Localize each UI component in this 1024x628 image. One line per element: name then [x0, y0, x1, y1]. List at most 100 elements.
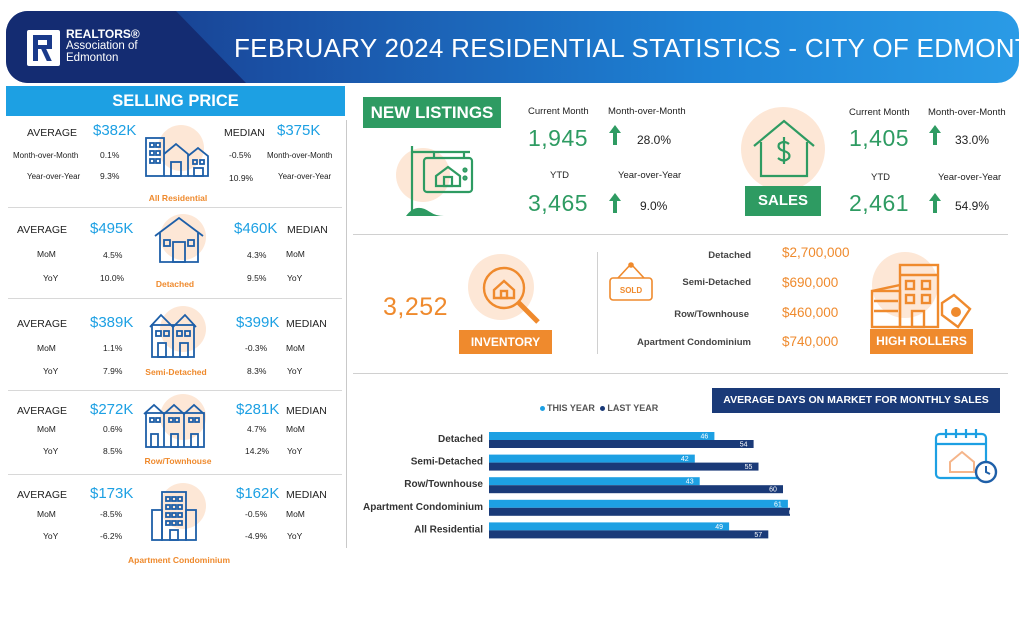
calendar-house-icon	[934, 429, 998, 484]
bar-value-label: 43	[686, 479, 694, 486]
all-average-label: AVERAGE	[27, 127, 77, 139]
legend-this-year: THIS YEAR	[547, 403, 595, 413]
apt-med-mom-label: MoM	[286, 509, 305, 519]
divider	[8, 298, 342, 299]
row-avg-yoy: 8.5%	[103, 446, 123, 456]
building-price-tag-icon	[870, 263, 972, 329]
all-average-price: $382K	[93, 122, 137, 139]
row-med-yoy: 14.2%	[245, 446, 270, 456]
semi-med-yoy-label: YoY	[287, 366, 303, 376]
nl-mom-value: 28.0%	[637, 133, 672, 147]
hr-value-apartment: $740,000	[782, 334, 839, 349]
sales-mom-value: 33.0%	[955, 133, 990, 147]
all-yoy-label: Year-over-Year	[27, 172, 81, 181]
houses-icon	[145, 137, 209, 177]
hr-label-detached: Detached	[708, 250, 751, 261]
row-mom-label: MoM	[37, 424, 56, 434]
bar-last-year	[489, 462, 759, 471]
up-arrow-icon	[929, 193, 941, 213]
row-yoy-label: YoY	[43, 446, 59, 456]
all-avg-yoy: 9.3%	[100, 171, 120, 181]
logo-line2: Association of	[66, 40, 138, 52]
apartment-icon	[151, 491, 197, 541]
apt-category-label: Apartment Condominium	[128, 555, 230, 565]
nl-yoy-value: 9.0%	[640, 199, 668, 213]
logo-line1: REALTORS®	[66, 27, 140, 41]
legend-dot-last-year	[600, 406, 606, 412]
bar-this-year	[489, 454, 695, 463]
nl-ytd-value: 3,465	[528, 190, 589, 216]
bar-value-label: 60	[769, 487, 777, 494]
semi-med-mom-label: MoM	[286, 343, 305, 353]
sold-sign-text: SOLD	[620, 286, 642, 295]
all-median-price: $375K	[277, 122, 321, 139]
category-label: Semi-Detached	[411, 457, 483, 468]
new-listings-banner: NEW LISTINGS	[363, 97, 501, 128]
semi-category-label: Semi-Detached	[145, 367, 207, 377]
semi-avg-mom: 1.1%	[103, 343, 123, 353]
page-title: FEBRUARY 2024 RESIDENTIAL STATISTICS - C…	[234, 33, 1019, 63]
sales-yoy-label: Year-over-Year	[938, 172, 1002, 183]
nl-current-month-value: 1,945	[528, 125, 589, 151]
semi-med-mom: -0.3%	[245, 343, 268, 353]
nl-mom-label: Month-over-Month	[608, 106, 686, 117]
chart-title: AVERAGE DAYS ON MARKET FOR MONTHLY SALES	[712, 388, 1000, 413]
detached-average-label: AVERAGE	[17, 224, 67, 236]
hr-value-row: $460,000	[782, 305, 839, 320]
section-divider	[353, 234, 1008, 235]
townhouse-icon	[143, 403, 205, 448]
section-divider	[353, 373, 1008, 374]
apt-median-price: $162K	[236, 485, 280, 502]
apt-average-price: $173K	[90, 485, 134, 502]
detached-med-yoy: 9.5%	[247, 273, 267, 283]
divider	[8, 390, 342, 391]
semi-yoy-label: YoY	[43, 366, 59, 376]
sold-sign-icon: SOLD	[609, 262, 653, 301]
hr-label-apartment: Apartment Condominium	[637, 337, 751, 348]
category-label: Row/Townhouse	[404, 479, 483, 490]
vertical-divider	[597, 252, 598, 354]
sales-ytd-value: 2,461	[849, 190, 910, 216]
apt-mom-label: MoM	[37, 509, 56, 519]
all-med-mom-label: Month-over-Month	[267, 151, 333, 160]
house-icon	[154, 216, 204, 263]
detached-avg-yoy: 10.0%	[100, 273, 125, 283]
bar-value-label: 55	[745, 464, 753, 471]
sales-ytd-label: YTD	[871, 172, 890, 183]
row-med-mom-label: MoM	[286, 424, 305, 434]
all-med-mom: -0.5%	[229, 150, 252, 160]
semi-icon-circle	[160, 306, 206, 352]
semi-detached-icon	[149, 313, 197, 358]
bar-value-label: 57	[754, 532, 762, 539]
all-median-label: MEDIAN	[224, 127, 265, 139]
row-icon-circle	[160, 394, 206, 440]
detached-med-mom-label: MoM	[286, 249, 305, 259]
all-med-yoy: 10.9%	[229, 173, 254, 183]
logo-text: REALTORS® Association of Edmonton	[66, 28, 140, 64]
inventory-banner: INVENTORY	[459, 330, 552, 354]
detached-mom-label: MoM	[37, 249, 56, 259]
up-arrow-icon	[609, 125, 621, 145]
legend-last-year: LAST YEAR	[607, 403, 659, 413]
house-dollar-icon	[753, 119, 815, 178]
bar-last-year	[489, 440, 754, 448]
days-on-market-chart: Detached 46 54 Semi-Detached 42 55 Row/Townhou…	[363, 432, 790, 539]
all-category-label: All Residential	[148, 193, 208, 203]
hr-label-row: Row/Townhouse	[674, 309, 749, 320]
nl-ytd-label: YTD	[550, 170, 569, 181]
row-med-mom: 4.7%	[247, 424, 267, 434]
hr-value-detached: $2,700,000	[782, 245, 850, 260]
category-label: Detached	[438, 434, 483, 445]
sales-yoy-value: 54.9%	[955, 199, 990, 213]
sales-current-month-label: Current Month	[849, 107, 910, 118]
detached-med-mom: 4.3%	[247, 250, 267, 260]
category-label: All Residential	[414, 524, 483, 535]
all-avg-mom: 0.1%	[100, 150, 120, 160]
legend-dot-this-year	[540, 406, 545, 412]
bar-value-label: 46	[701, 434, 709, 441]
apt-med-mom: -0.5%	[245, 509, 268, 519]
detached-median-label: MEDIAN	[287, 224, 328, 236]
hr-value-semi: $690,000	[782, 275, 839, 290]
apt-med-yoy-label: YoY	[287, 531, 303, 541]
row-category-label: Row/Townhouse	[144, 456, 212, 466]
